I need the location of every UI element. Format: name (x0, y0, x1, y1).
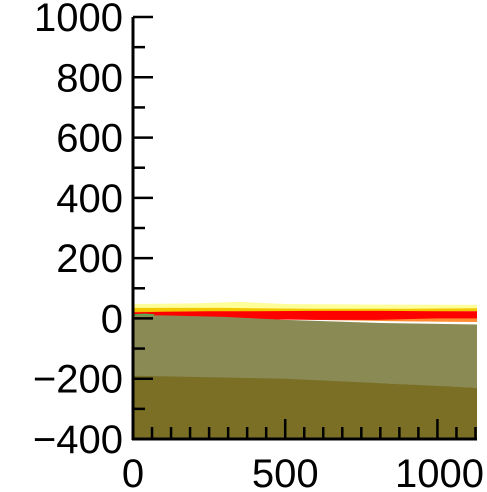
area-band-6 (133, 315, 477, 388)
x-tick-labels: 0 500 1000 (122, 452, 484, 492)
data-areas (133, 301, 477, 439)
y-tick-label: 400 (56, 177, 123, 221)
y-tick-label: 600 (56, 117, 123, 161)
y-tick-label: 200 (56, 237, 123, 281)
y-tick-label: 800 (56, 56, 123, 100)
x-tick-label: 500 (252, 452, 319, 492)
axes (131, 15, 477, 441)
x-tick-label: 0 (122, 452, 144, 492)
y-tick-label: −200 (33, 358, 123, 402)
y-tick-label: −400 (33, 418, 123, 462)
area-band-7 (133, 375, 477, 439)
y-tick-label: 1000 (34, 0, 123, 40)
y-tick-labels: −400 −200 0 200 400 600 800 1000 (33, 0, 123, 462)
y-tick-label: 0 (101, 297, 123, 341)
x-tick-label: 1000 (395, 452, 484, 492)
